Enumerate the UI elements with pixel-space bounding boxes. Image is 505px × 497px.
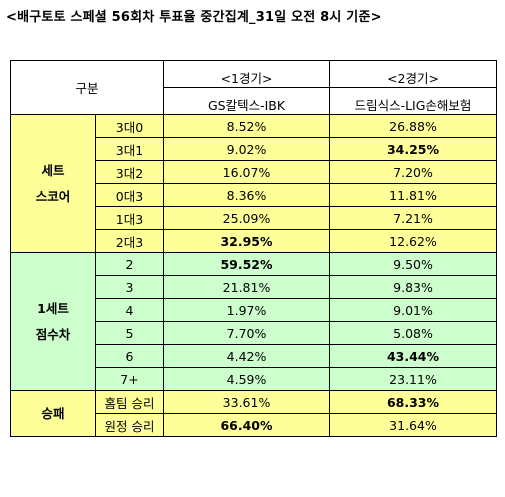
game2-value-cell: 9.50% [329,252,498,276]
table-row: 7+ 4.59% 23.11% [11,367,498,391]
header-game1-cell: <1경기> [163,60,331,88]
game1-value-cell: 7.70% [163,321,331,345]
game2-value-cell: 68.33% [329,390,498,414]
game2-value-cell: 9.01% [329,298,498,322]
game1-value-cell: 21.81% [163,275,331,299]
game1-value-cell: 32.95% [163,229,331,253]
header-row-teams: GS칼텍스-IBK 드림식스-LIG손해보험 [11,87,498,115]
table-row: 1세트 점수차 2 59.52% 9.50% [10,252,498,391]
game2-value-cell: 43.44% [329,344,498,368]
game1-value-cell: 1.97% [163,298,331,322]
row-label-cell: 원정 승리 [94,413,165,437]
game2-value-cell: 34.25% [329,137,498,161]
section-header-line1: 세트 [41,162,65,178]
row-label-cell: 1대3 [94,206,165,230]
game1-value-cell: 8.36% [163,183,331,207]
game1-value-cell: 16.07% [163,160,331,184]
game1-value-cell: 8.52% [163,114,331,138]
row-label-cell: 홈팀 승리 [94,390,165,414]
game1-value-cell: 33.61% [163,390,331,414]
table-row: 승패 홈팀 승리 33.61% 68.33% [10,390,498,437]
header-row-games: 구분 <1경기> <2경기> [9,60,498,115]
table-row: 3대1 9.02% 34.25% [11,137,498,161]
game1-value-cell: 9.02% [163,137,331,161]
header-category-label: 구분 [75,81,99,96]
row-label-cell: 2 [94,252,165,276]
game2-value-cell: 23.11% [329,367,498,391]
table-row: 1대3 25.09% 7.21% [11,206,498,230]
game1-value-cell: 4.42% [163,344,331,368]
row-label-cell: 3대1 [94,137,165,161]
game1-value-cell: 25.09% [163,206,331,230]
header-game2-label: <2경기> [387,71,439,86]
table-row: 6 4.42% 43.44% [11,344,498,368]
game2-value-cell: 7.21% [329,206,498,230]
header-team1-cell: GS칼텍스-IBK [163,87,331,115]
table-row: 0대3 8.36% 11.81% [11,183,498,207]
game1-value-cell: 4.59% [163,367,331,391]
header-game2-cell: <2경기> [329,60,498,88]
game2-value-cell: 7.20% [329,160,498,184]
table-row: 세트 스코어 3대0 8.52% 26.88% [10,114,498,253]
row-label-cell: 0대3 [94,183,165,207]
vote-rate-table: 구분 <1경기> <2경기> GS칼텍스-IBK 드림식스-LIG손해보험 세트… [9,60,498,437]
game2-value-cell: 5.08% [329,321,498,345]
game2-value-cell: 31.64% [329,413,498,437]
row-label-cell: 3 [94,275,165,299]
header-game1-label: <1경기> [220,71,273,86]
game2-value-cell: 9.83% [329,275,498,299]
section-header-line1: 승패 [41,405,65,421]
row-label-cell: 6 [94,344,165,368]
row-label-cell: 5 [94,321,165,345]
game2-value-cell: 11.81% [329,183,498,207]
row-label-cell: 4 [94,298,165,322]
header-team2-cell: 드림식스-LIG손해보험 [329,87,498,115]
table-row: 4 1.97% 9.01% [11,298,498,322]
game1-value-cell: 59.52% [163,252,331,276]
header-team2-label: 드림식스-LIG손해보험 [354,98,472,113]
row-label-cell: 3대2 [94,160,165,184]
row-label-cell: 2대3 [94,229,165,253]
page-title: <배구토토 스페셜 56회차 투표율 중간집계_31일 오전 8시 기준> [6,10,382,25]
table-row: 5 7.70% 5.08% [11,321,498,345]
table-row: 원정 승리 66.40% 31.64% [11,413,498,437]
row-label-cell: 3대0 [94,114,165,138]
header-team1-label: GS칼텍스-IBK [207,98,286,113]
section-header-line2: 스코어 [35,188,71,204]
game2-value-cell: 12.62% [329,229,498,253]
table-row: 3 21.81% 9.83% [11,275,498,299]
header-category-cell: 구분 [9,60,165,115]
section-header-line2: 점수차 [35,326,71,342]
section-header-cell: 승패 [10,390,96,437]
section-header-line1: 1세트 [37,300,69,316]
row-label-cell: 7+ [94,367,165,391]
game1-value-cell: 66.40% [163,413,331,437]
game2-value-cell: 26.88% [329,114,498,138]
